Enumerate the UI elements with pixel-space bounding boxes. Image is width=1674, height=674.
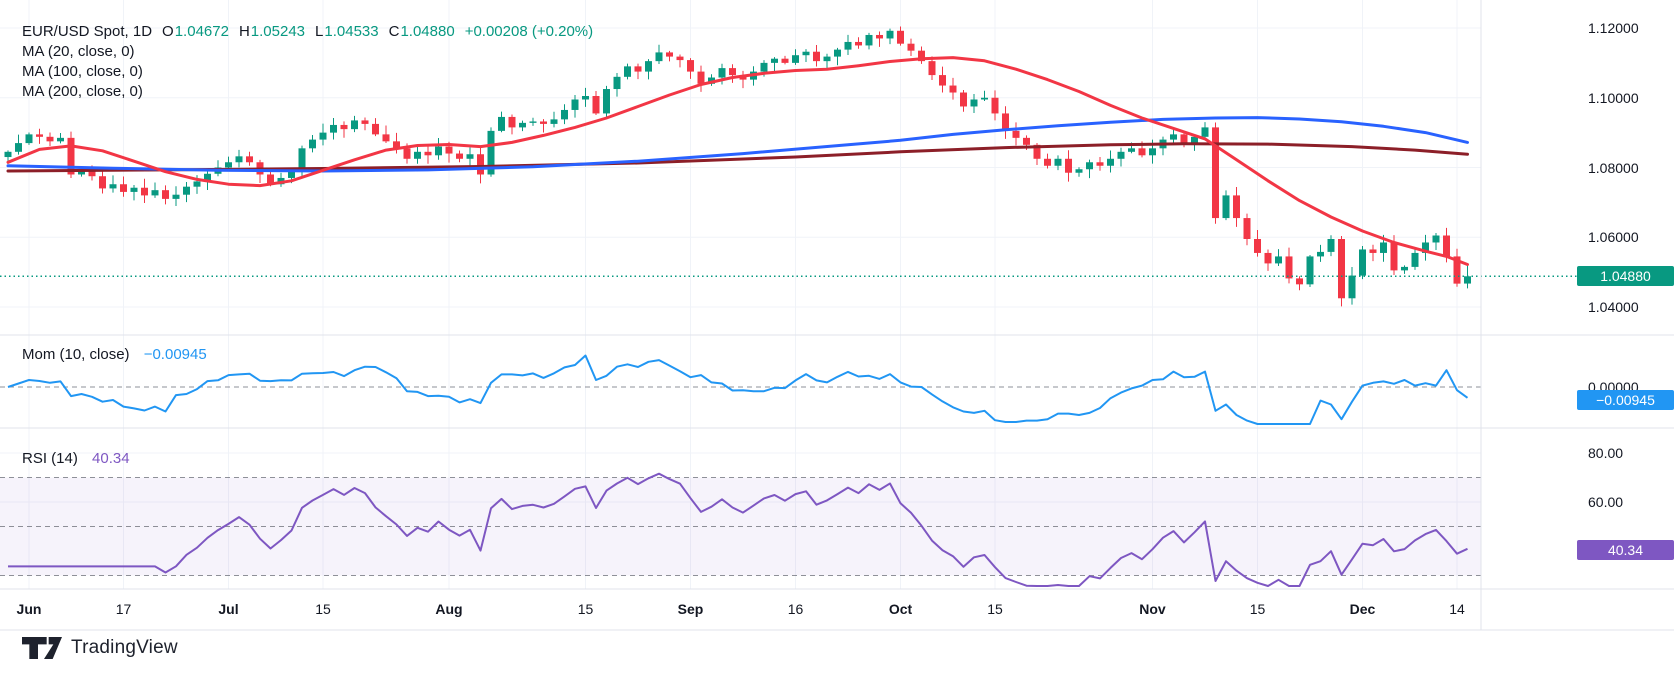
ma100-legend[interactable]: MA (100, close, 0) <box>22 63 143 80</box>
rsi-legend[interactable]: RSI (14) 40.34 <box>22 450 130 467</box>
ma200-legend[interactable]: MA (200, close, 0) <box>22 83 143 100</box>
ma200-line <box>6 142 1469 173</box>
rsi-axis-tick: 60.00 <box>1588 494 1624 510</box>
ma20-line <box>6 56 1469 266</box>
price-badge[interactable]: 1.04880 <box>1577 266 1674 287</box>
price-axis-tick: 1.06000 <box>1588 229 1639 246</box>
main-legend: EUR/USD Spot, 1D O 1.04672 H 1.05243 L 1.04… <box>22 22 593 102</box>
rsi-label: RSI (14) <box>22 450 78 467</box>
time-axis-month-label: Oct <box>888 601 913 617</box>
price-axis-tick: 1.10000 <box>1588 89 1639 106</box>
ohlc-open: O 1.04672 <box>162 23 229 40</box>
mom-label: Mom (10, close) <box>22 346 130 363</box>
mom-badge[interactable]: −0.00945 <box>1577 390 1674 411</box>
time-axis-day-label: 15 <box>1249 601 1266 617</box>
tradingview-logo-text: TradingView <box>71 637 178 658</box>
time-axis-day-label: 15 <box>987 601 1003 617</box>
mom-legend[interactable]: Mom (10, close) −0.00945 <box>22 346 207 363</box>
rsi-axis-tick: 80.00 <box>1588 445 1624 461</box>
mom-value: −0.00945 <box>143 346 207 363</box>
time-axis-month-label: Aug <box>435 601 463 617</box>
tradingview-attribution[interactable]: TradingView <box>22 637 178 659</box>
change-value: +0.00208 (+0.20%) <box>464 23 594 40</box>
time-axis-day-label: 16 <box>787 601 804 617</box>
ohlc-low: L 1.04533 <box>315 23 379 40</box>
time-axis-month-label: Jul <box>218 601 239 617</box>
ma20-legend[interactable]: MA (20, close, 0) <box>22 43 135 60</box>
ma100-line <box>6 116 1469 173</box>
time-axis-month-label: Sep <box>677 601 704 617</box>
price-axis-tick: 1.12000 <box>1588 20 1639 36</box>
time-axis-month-label: Jun <box>16 601 42 617</box>
ohlc-close: C 1.04880 <box>388 23 455 40</box>
ohlc-high: H 1.05243 <box>238 23 306 40</box>
time-axis-month-label: Nov <box>1139 601 1166 617</box>
rsi-badge[interactable]: 40.34 <box>1577 540 1674 561</box>
time-axis-day-label: 14 <box>1449 601 1465 617</box>
rsi-line <box>8 472 1468 587</box>
symbol-legend-row[interactable]: EUR/USD Spot, 1D O 1.04672 H 1.05243 L 1.04… <box>22 22 593 42</box>
symbol-title[interactable]: EUR/USD Spot, 1D <box>22 23 153 40</box>
momentum-line <box>7 354 1469 425</box>
price-axis-tick: 1.04000 <box>1588 299 1639 315</box>
rsi-value: 40.34 <box>92 450 130 467</box>
price-axis-tick: 1.08000 <box>1588 159 1639 176</box>
time-axis-month-label: Dec <box>1349 601 1376 617</box>
time-axis-day-label: 17 <box>115 601 132 617</box>
time-axis-day-label: 15 <box>315 601 331 617</box>
candle-series <box>4 26 1471 307</box>
time-axis-day-label: 15 <box>577 601 594 617</box>
tradingview-logo-icon <box>22 637 62 659</box>
